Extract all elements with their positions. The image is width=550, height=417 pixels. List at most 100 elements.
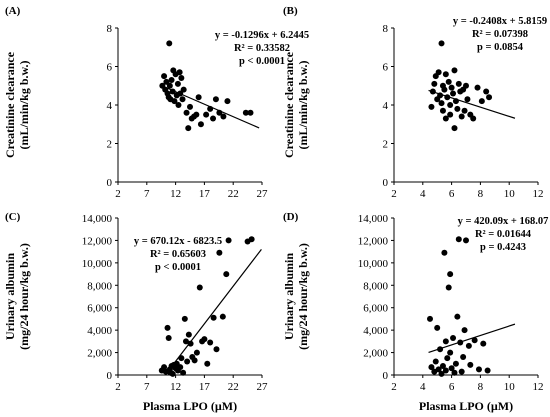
panel-d-data-point: [471, 337, 478, 344]
panel-a-annotation-2: R² = 0.33582: [234, 43, 290, 54]
panel-c-data-point: [216, 249, 223, 256]
panel-c-xlabel: Plasma LPO (µM): [143, 399, 237, 413]
panel-d-x-tick-label: 8: [478, 381, 484, 393]
panel-a-data-point: [176, 69, 183, 76]
panel-d-data-point: [428, 364, 435, 371]
panel-d-data-point: [480, 340, 487, 347]
panel-a-x-tick-label: 22: [228, 188, 239, 200]
panel-b-data-point: [448, 84, 455, 91]
panel-a-data-point: [197, 121, 204, 128]
panel-d-data-point: [445, 284, 452, 291]
panel-b-ylabel-units: (mL/min/kg b.w.): [296, 60, 310, 149]
panel-d-annotation-3: p = 0.4243: [480, 242, 526, 253]
panel-b-data-point: [447, 111, 454, 118]
panel-d-data-point: [444, 355, 451, 362]
panel-b-y-tick-label: 4: [383, 100, 389, 112]
panel-a-data-point: [171, 98, 178, 105]
panel-a-data-point: [161, 73, 168, 80]
panel-c-data-point: [193, 349, 200, 356]
panel-d-data-point: [442, 367, 449, 374]
panel-c-y-tick-label: 12,000: [82, 235, 113, 247]
panel-d-data-point: [427, 315, 433, 322]
panel-c-data-point: [169, 370, 176, 377]
panel-c-data-point: [201, 336, 208, 343]
panel-b-annotation-3: p = 0.0854: [477, 42, 524, 53]
panel-a-x-tick-label: 12: [170, 188, 181, 200]
panel-a-y-tick-label: 8: [107, 23, 113, 35]
panel-a-data-point: [203, 111, 210, 118]
panel-d-data-point: [447, 349, 454, 356]
panel-d-y-tick-label: 4,000: [363, 325, 388, 337]
panel-a-data-point: [216, 109, 223, 116]
panel-c-data-point: [213, 346, 220, 353]
panel-d-y-tick-label: 8,000: [363, 280, 388, 292]
panel-b-label: (B): [283, 5, 298, 17]
panel-a-data-point: [220, 113, 227, 120]
panel-a-annotation-3: p < 0.0001: [239, 56, 285, 67]
panel-d-data-point: [467, 361, 474, 368]
panel-d-data-point: [438, 370, 445, 377]
panel-d-y-tick-label: 2,000: [363, 348, 388, 360]
panel-a-data-point: [185, 125, 192, 132]
panel-c-y-tick-label: 6,000: [87, 303, 112, 315]
panel-b-y-tick-label: 8: [383, 23, 389, 35]
panel-a-data-point: [193, 111, 200, 118]
panel-a-data-point: [174, 80, 181, 87]
panel-d-y-tick-label: 10,000: [358, 258, 389, 270]
panel-b-data-point: [470, 115, 477, 122]
panel-a-x-tick-label: 27: [257, 188, 269, 200]
panel-c-data-point: [180, 369, 187, 376]
panel-c-data-point: [177, 364, 184, 371]
panel-c-x-tick-label: 12: [170, 381, 181, 393]
panel-b-data-point: [437, 92, 444, 99]
panel-c-data-point: [178, 355, 185, 362]
panel-a-x-tick-label: 2: [115, 188, 121, 200]
panel-d-y-tick-label: 14,000: [358, 213, 389, 225]
panel-d-x-tick-label: 6: [449, 381, 455, 393]
panel-b-data-point: [428, 103, 435, 110]
panel-a-data-point: [166, 40, 173, 47]
panel-a-data-point: [163, 78, 170, 85]
panel-c-y-tick-label: 14,000: [82, 213, 113, 225]
panel-d-data-point: [442, 338, 449, 345]
panel-c-data-point: [204, 360, 211, 367]
panel-d-ylabel-units: (mg/24 hour/kg b.w.): [296, 243, 310, 350]
panel-c-data-point: [223, 271, 230, 278]
panel-d-data-point: [484, 367, 491, 374]
panel-c-annotation-1: y = 670.12x - 6823.5: [134, 236, 222, 247]
panel-b-data-point: [474, 84, 481, 91]
panel-c-data-point: [248, 236, 255, 243]
panel-a-data-point: [168, 76, 175, 83]
panel-a-data-point: [195, 94, 202, 101]
panel-b-data-point: [463, 82, 469, 89]
panel-c-trendline: [164, 249, 262, 376]
panel-c-ylabel-units: (mg/24 hour/kg b.w.): [17, 243, 31, 350]
panel-c-data-point: [182, 338, 189, 345]
panel-d-data-point: [450, 334, 457, 341]
panel-b-annotation-2: R² = 0.07398: [472, 29, 528, 40]
panel-d-data-point: [460, 354, 467, 361]
panel-c-data-point: [219, 313, 226, 320]
panel-c-y-tick-label: 2,000: [87, 348, 112, 360]
panel-a-data-point: [175, 102, 182, 108]
panel-a-data-point: [247, 109, 254, 116]
panel-c-annotation-3: p < 0.0001: [155, 262, 201, 273]
panel-d-data-point: [434, 324, 441, 331]
panel-a-data-point: [178, 75, 185, 82]
panel-c-y-tick-label: 4,000: [87, 325, 112, 337]
panel-a-y-tick-label: 0: [107, 177, 113, 189]
panel-d-data-point: [437, 346, 444, 353]
panel-b-data-point: [442, 115, 449, 122]
panel-d-data-point: [451, 369, 458, 376]
panel-d-data-point: [452, 360, 459, 367]
panel-b-data-point: [438, 40, 445, 47]
panel-c-data-point: [225, 237, 232, 244]
panel-d-y-tick-label: 6,000: [363, 303, 388, 315]
panel-d-ylabel: Urinary albumin: [282, 253, 296, 340]
panel-b-data-point: [452, 98, 459, 105]
panel-a-label: (A): [5, 5, 21, 17]
panel-b-data-point: [438, 100, 445, 107]
panel-a-ylabel-units: (mL/min/kg b.w.): [17, 60, 31, 149]
panel-d-data-point: [455, 236, 462, 243]
panel-b-x-tick-label: 6: [449, 188, 455, 200]
